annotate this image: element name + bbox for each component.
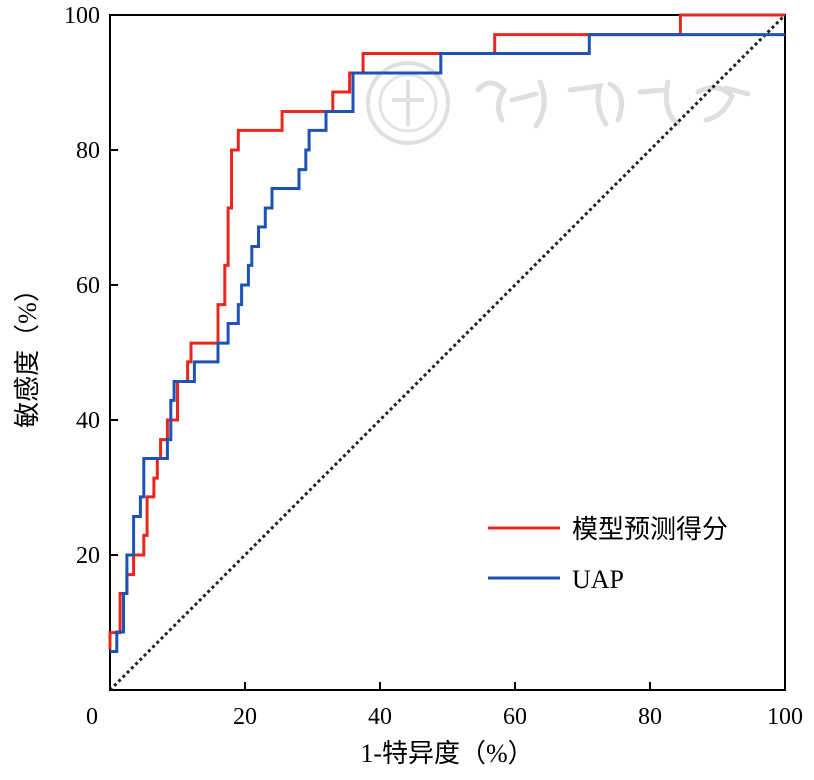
x-axis-ticks: 0 20 40 60 80 100 [86,682,803,730]
series-line-uap [110,33,785,653]
y-tick-label: 60 [76,273,100,299]
y-axis-ticks: 20 40 60 80 100 [64,3,118,569]
plot-frame [109,14,786,691]
x-tick-label: 0 [86,704,98,730]
x-tick-label: 40 [368,704,392,730]
x-axis-label: 1-特异度（%） [360,739,533,768]
x-tick-label: 60 [503,704,527,730]
x-tick-label: 100 [767,704,803,730]
y-tick-label: 100 [64,3,100,29]
series-line-model-score [108,13,785,650]
watermark-calligraphy-icon [475,79,751,129]
watermark [366,61,751,145]
x-tick-label: 20 [233,704,257,730]
x-tick-label: 80 [638,704,662,730]
watermark-seal-inner-icon [378,73,438,133]
y-tick-label: 40 [76,408,100,434]
legend-label-uap: UAP [572,565,624,594]
legend-label-model-score: 模型预测得分 [572,515,728,544]
watermark-seal-cross-icon [392,80,424,126]
legend: 模型预测得分 UAP [488,515,728,594]
y-axis-label: 敏感度（%） [13,276,42,428]
watermark-seal-icon [366,61,450,145]
y-tick-label: 80 [76,138,100,164]
y-tick-label: 20 [76,543,100,569]
